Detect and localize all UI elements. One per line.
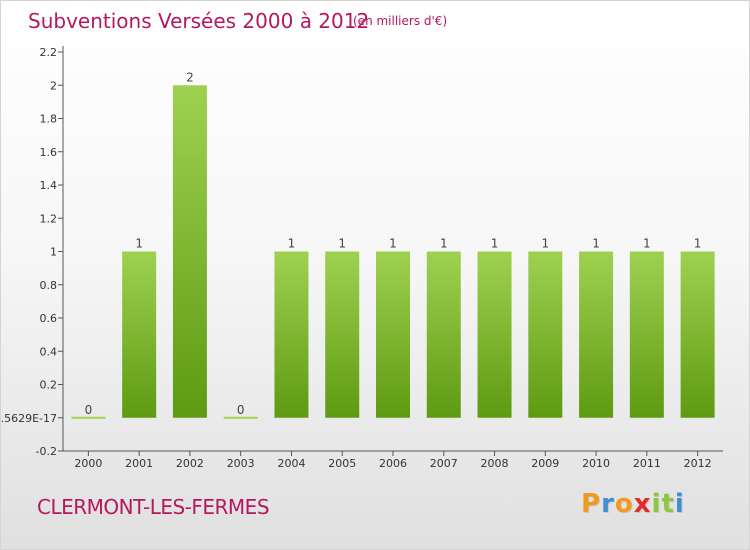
x-tick-label: 2005 xyxy=(328,457,356,470)
y-tick-label: 2.2 xyxy=(40,46,58,59)
x-tick-label: 2007 xyxy=(430,457,458,470)
bar-data-label: 1 xyxy=(491,237,499,251)
y-tick-label: 1.2 xyxy=(40,212,58,225)
y-tick-label: -1.5629E-17 xyxy=(1,412,57,425)
logo-letter: x xyxy=(633,489,652,519)
bar xyxy=(122,251,157,418)
bar-data-label: 1 xyxy=(135,237,143,251)
x-tick-label: 2000 xyxy=(74,457,102,470)
y-tick-label: 1.8 xyxy=(40,113,58,126)
x-tick-label: 2008 xyxy=(481,457,509,470)
logo-letter: t xyxy=(661,489,675,519)
bar-data-label: 1 xyxy=(288,237,296,251)
y-tick-label: 1.6 xyxy=(40,146,58,159)
y-tick-label: 2 xyxy=(50,79,57,92)
bar xyxy=(325,251,360,418)
x-tick-label: 2004 xyxy=(277,457,305,470)
y-tick-label: 0.4 xyxy=(40,345,58,358)
y-tick-label: 0.6 xyxy=(40,312,58,325)
chart-axes: -0.2 -1.5629E-17 0.2 0.4 0.6 0.8 1 1.2 1.4 1.6 1.8… xyxy=(1,46,723,470)
bar xyxy=(629,251,664,418)
bar xyxy=(274,251,309,418)
chart-title: Subventions Versées 2000 à 2012 xyxy=(28,9,370,33)
x-tick-label: 2003 xyxy=(227,457,255,470)
logo-letter: o xyxy=(614,489,634,519)
bar xyxy=(680,251,715,418)
x-tick-label: 2002 xyxy=(176,457,204,470)
x-tick-label: 2001 xyxy=(125,457,153,470)
y-tick-label: -0.2 xyxy=(36,445,57,458)
bar xyxy=(477,251,512,418)
bar-data-label: 1 xyxy=(592,237,600,251)
bar xyxy=(71,416,106,419)
chart-bars: 0 1 2 0 1 1 1 1 1 1 1 1 1 xyxy=(71,70,715,419)
bar-data-label: 1 xyxy=(338,237,346,251)
bar-data-label: 0 xyxy=(237,403,245,417)
bar-data-label: 2 xyxy=(186,70,194,84)
bar xyxy=(223,416,258,419)
bar-data-label: 1 xyxy=(541,237,549,251)
x-tick-label: 2010 xyxy=(582,457,610,470)
commune-name: CLERMONT-LES-FERMES xyxy=(37,495,270,519)
bar-data-label: 0 xyxy=(85,403,93,417)
logo-letter: P xyxy=(581,489,602,519)
logo-letter: i xyxy=(651,489,662,519)
y-tick-label: 1 xyxy=(50,246,57,259)
y-tick-label: 0.2 xyxy=(40,379,58,392)
bar xyxy=(579,251,614,418)
bar xyxy=(376,251,410,418)
y-tick-label: 1.4 xyxy=(40,179,58,192)
x-tick-label: 2009 xyxy=(531,457,559,470)
x-tick-label: 2011 xyxy=(633,457,661,470)
bar-data-label: 1 xyxy=(694,237,702,251)
logo-letter: i xyxy=(674,489,685,519)
logo-letter: r xyxy=(601,489,615,519)
bar xyxy=(172,85,207,418)
bar-data-label: 1 xyxy=(440,237,448,251)
bar-data-label: 1 xyxy=(643,237,651,251)
bar xyxy=(426,251,461,418)
x-tick-label: 2006 xyxy=(379,457,407,470)
bar xyxy=(528,251,563,418)
chart-unit: (en milliers d'€) xyxy=(353,14,448,28)
proxiti-logo: Proxiti xyxy=(581,489,685,519)
y-tick-label: 0.8 xyxy=(40,279,58,292)
x-tick-label: 2012 xyxy=(684,457,712,470)
bar-data-label: 1 xyxy=(389,237,397,251)
